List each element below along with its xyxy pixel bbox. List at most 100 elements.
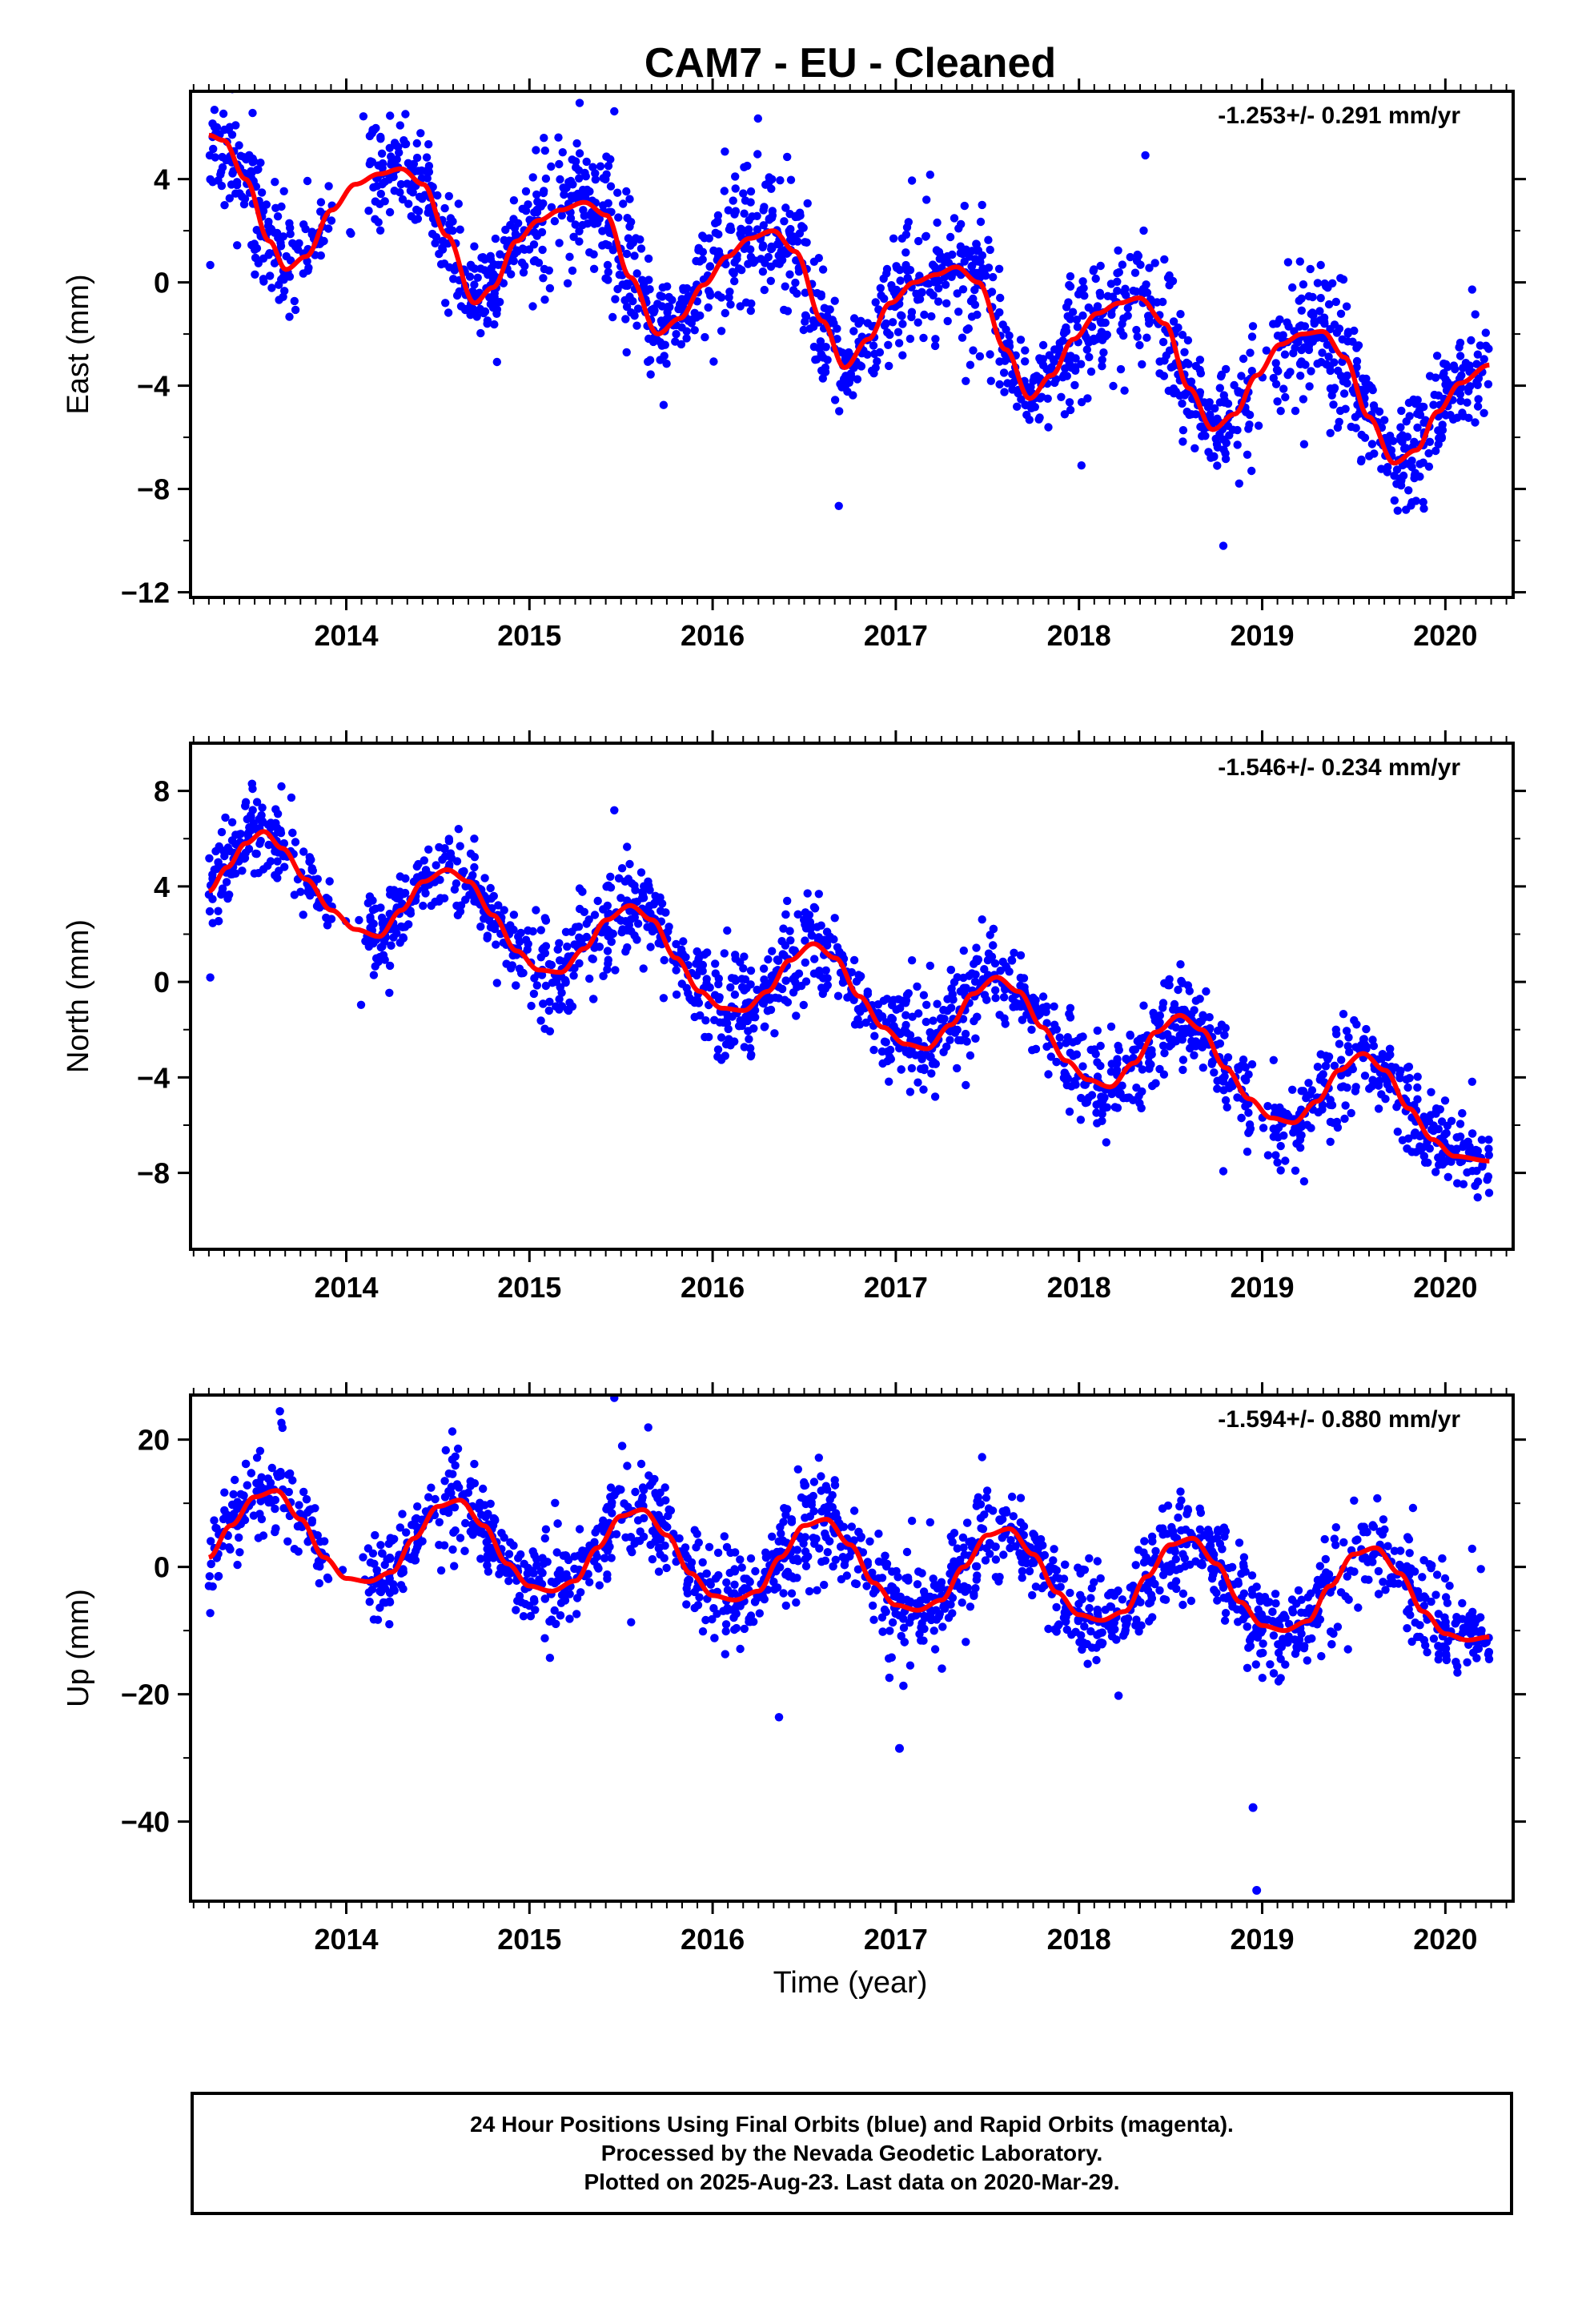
data-point [927,312,936,321]
data-point [398,195,408,204]
data-point [1326,1137,1335,1147]
data-point [205,854,214,863]
data-point [578,887,587,896]
data-point [1423,1648,1431,1657]
data-point [1051,375,1061,384]
data-point [1468,285,1477,294]
data-point [371,1530,379,1540]
data-point [259,275,268,283]
data-point [759,964,769,973]
data-point [377,913,387,923]
data-point [1002,962,1010,971]
data-point [1484,380,1493,388]
data-point [1441,1157,1451,1166]
data-point [818,374,827,383]
data-point [1440,1096,1450,1105]
data-point [625,195,634,203]
data-point [646,370,655,379]
data-point [1463,1168,1472,1177]
data-point [1281,392,1290,402]
data-point [271,805,280,814]
data-point [660,1554,669,1562]
data-point [823,1548,833,1557]
data-point [490,320,499,329]
data-point [645,285,654,294]
data-point [468,870,477,880]
data-point [494,901,503,910]
data-point [1182,408,1191,416]
data-point [1059,1574,1069,1583]
data-point [1154,1015,1162,1024]
data-point [1368,1076,1377,1084]
data-point [1396,432,1405,442]
data-point [299,220,308,229]
data-point [921,1017,931,1027]
data-point [476,922,485,931]
data-point [776,1522,785,1532]
data-point [440,844,449,853]
data-point [1368,385,1377,395]
data-point [521,207,531,215]
data-point [1070,380,1079,390]
data-point [801,958,809,967]
data-point [791,278,800,287]
data-point [999,993,1009,1002]
data-point [227,818,237,826]
data-point [701,1016,710,1025]
data-point [1368,1035,1377,1044]
data-point [1262,346,1271,355]
data-point [404,199,413,208]
data-point [1131,1561,1140,1570]
data-point [1453,1179,1462,1188]
data-point [554,133,563,142]
data-point [1038,1003,1048,1012]
data-point [1092,335,1101,344]
data-point [399,934,408,943]
data-point [541,981,551,991]
data-point [1086,367,1096,376]
data-point [956,242,966,251]
data-point [738,983,747,992]
data-point [1336,309,1346,318]
data-point [1138,360,1146,369]
data-point [1434,1124,1443,1134]
data-point [873,1000,883,1009]
data-point [1438,420,1447,429]
data-point [801,908,810,917]
data-point [672,939,681,949]
data-point [768,211,777,220]
data-point [1402,417,1411,426]
data-point [316,198,326,207]
data-point [283,1537,292,1546]
data-point [214,858,223,867]
data-point [1331,297,1341,307]
data-point [266,857,275,866]
data-point [1410,437,1419,446]
data-point [392,155,401,164]
data-point [1078,311,1087,320]
data-point [247,813,255,822]
x-tick-label: 2016 [681,1271,745,1304]
data-point [1341,404,1350,413]
data-point [1247,367,1257,376]
data-point [1050,1002,1058,1011]
data-point [1213,1084,1222,1093]
data-point [1465,361,1474,370]
data-point [671,337,680,346]
data-point [1419,497,1427,507]
data-point [468,287,477,296]
data-point [901,1011,910,1019]
data-point [1299,280,1308,289]
data-point [818,265,828,274]
data-point [1283,258,1293,267]
data-point [307,864,316,873]
data-point [214,907,223,915]
data-point [273,212,283,221]
data-point [1410,1131,1419,1140]
data-point [894,339,904,348]
data-point [325,877,334,886]
data-point [830,396,840,404]
data-point [1158,297,1167,307]
data-point [746,187,756,196]
data-point [747,299,756,308]
